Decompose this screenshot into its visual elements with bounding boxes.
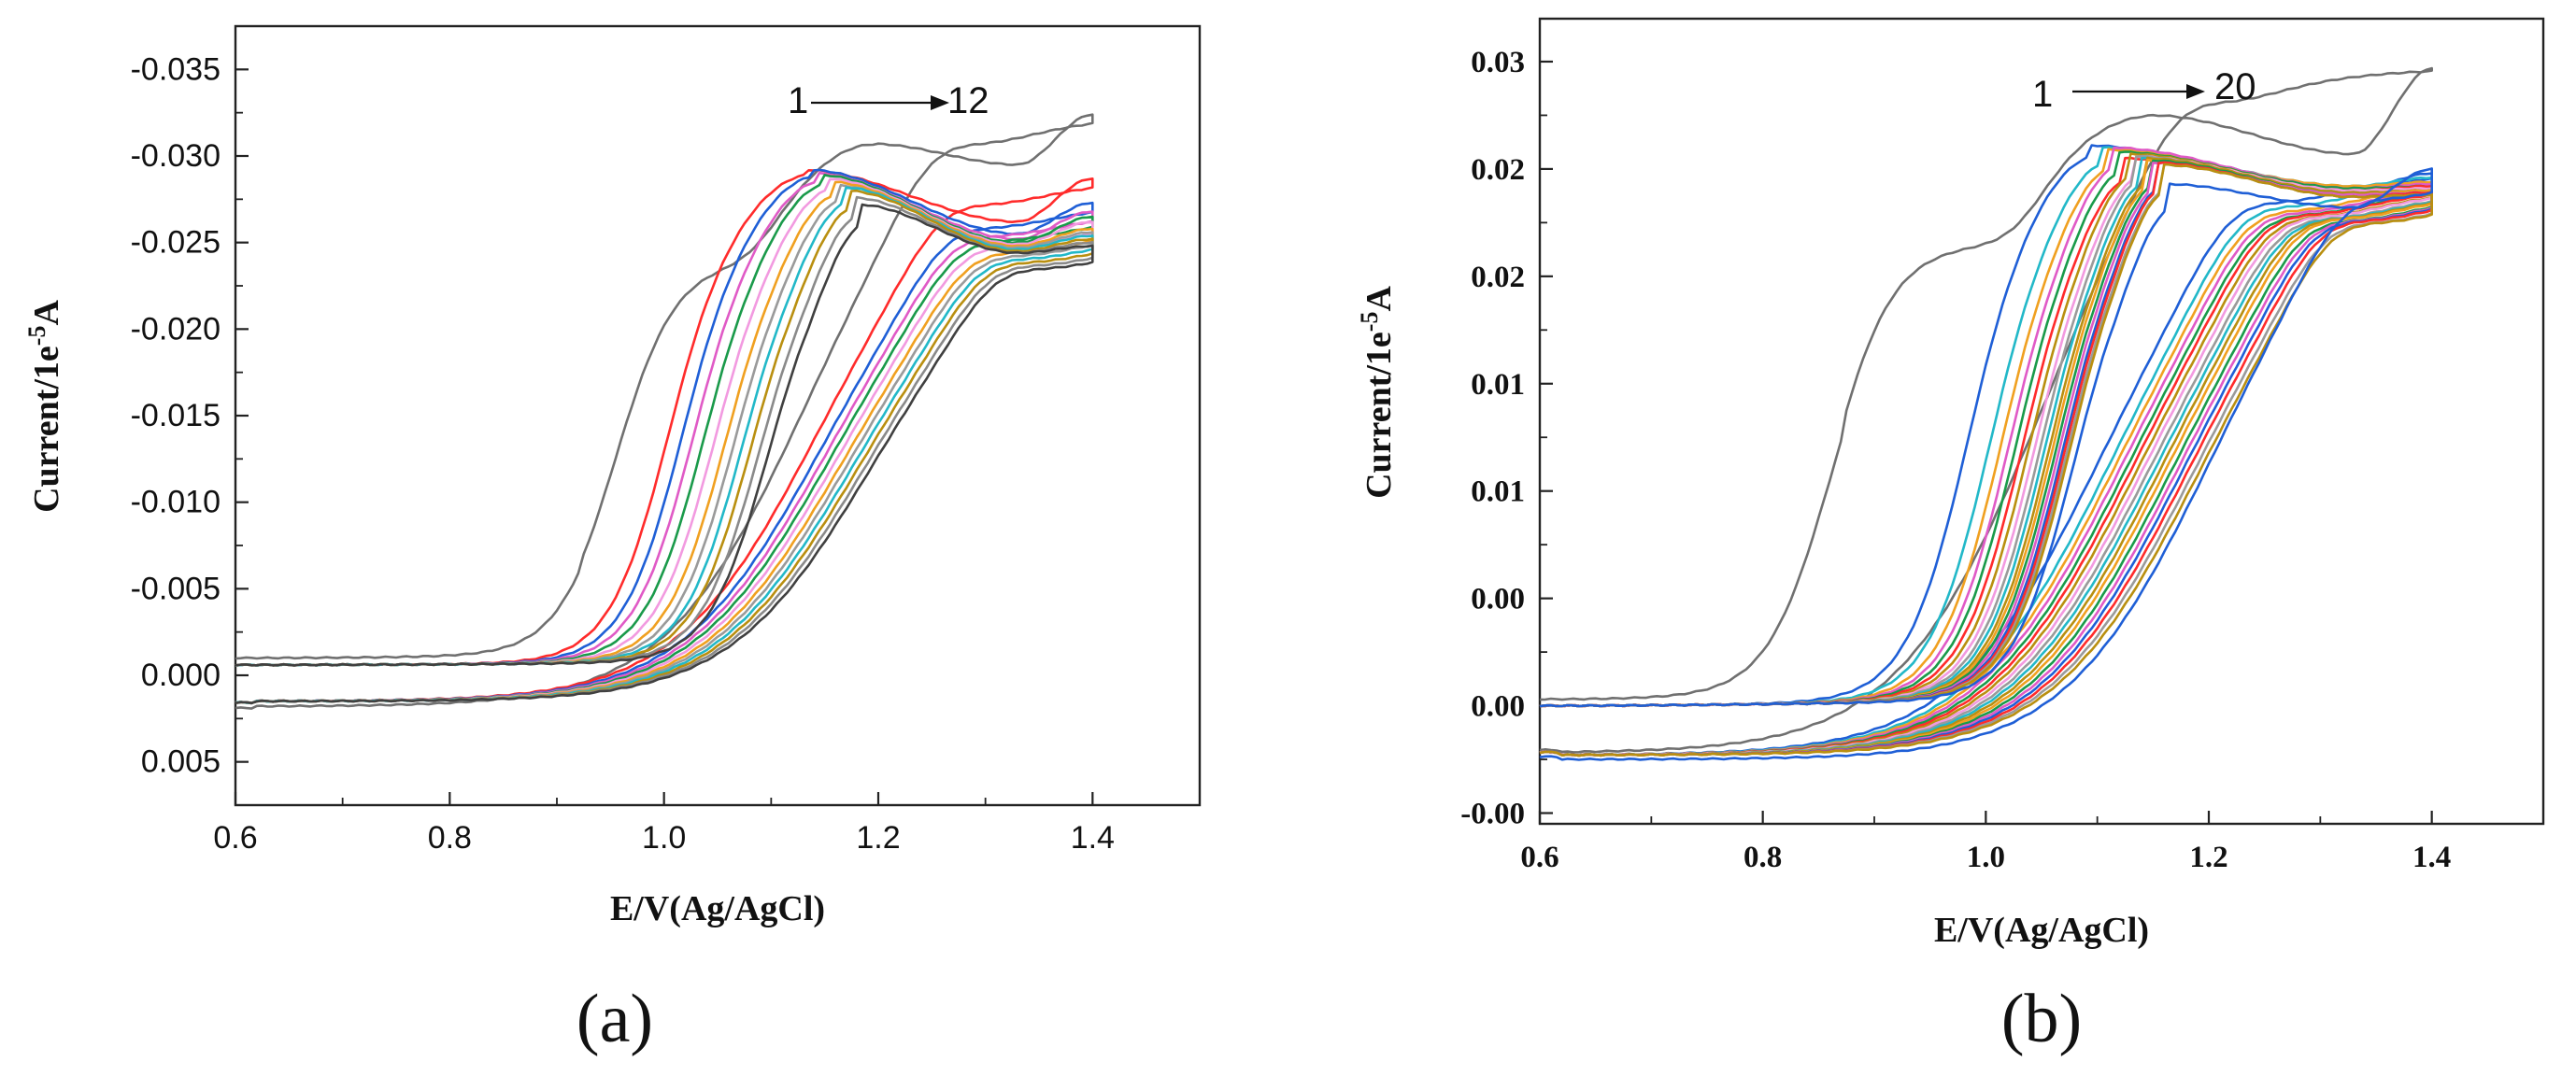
x-axis-title-a: E/V(Ag/AgCl) (610, 889, 825, 928)
y-ticks-a: 0.005 0.000 -0.005 -0.010 -0.015 -0.020 -0.025… (131, 51, 249, 780)
x-tick-label-b: 1.4 (2412, 841, 2451, 874)
cv-cycle-20-b (1539, 167, 2433, 761)
y-axis-title-sup-a: -5 (23, 326, 50, 347)
y-axis-title-tail-b: A (1359, 286, 1399, 312)
cv-curves-b (1539, 66, 2433, 761)
y-axis-title-main-a: Current/1e (27, 346, 66, 513)
y-tick-label-a: -0.020 (131, 311, 221, 347)
panel-a: 0.005 0.000 -0.005 -0.010 -0.015 -0.020 -0.025… (23, 24, 1202, 1057)
x-tick-label-b: 1.2 (2189, 841, 2227, 874)
y-tick-label-b: 0.02 (1471, 261, 1525, 294)
x-tick-label-a: 0.8 (428, 820, 472, 856)
x-tick-label-b: 0.6 (1520, 841, 1558, 874)
panel-label-b: (b) (2001, 981, 2082, 1057)
y-tick-label-b: 0.00 (1471, 690, 1525, 724)
x-tick-label-a: 1.2 (856, 820, 900, 856)
y-tick-label-a: -0.010 (131, 485, 221, 520)
y-tick-label-a: -0.005 (131, 571, 221, 606)
x-ticks-a: 0.6 0.8 1.0 1.2 1.4 (213, 792, 1115, 856)
x-axis-title-b: E/V(Ag/AgCl) (1934, 911, 2149, 950)
y-axis-title-a: Current/1e-5A (23, 300, 66, 513)
panel-b: -0.00 0.00 0.00 0.01 0.01 0.02 0.02 0.03 0.6 0.8… (1356, 17, 2545, 1057)
y-tick-label-b: 0.00 (1471, 583, 1525, 616)
y-tick-label-a: -0.015 (131, 398, 221, 433)
y-tick-label-b: 0.02 (1471, 153, 1525, 187)
annotation-arrowhead-b (2186, 84, 2205, 99)
y-tick-label-b: 0.03 (1471, 46, 1525, 79)
x-tick-label-a: 1.0 (642, 820, 686, 856)
x-tick-label-a: 0.6 (213, 820, 257, 856)
annotation-end-b: 20 (2214, 66, 2256, 107)
y-tick-label-a: -0.025 (131, 225, 221, 261)
annotation-start-b: 1 (2032, 74, 2053, 115)
x-tick-label-b: 1.0 (1967, 841, 2005, 874)
y-tick-label-a: -0.030 (131, 138, 221, 174)
plot-frame-a (234, 24, 1202, 807)
y-tick-label-a: 0.000 (141, 658, 221, 693)
x-ticks-b: 0.6 0.8 1.0 1.2 1.4 (1520, 811, 2451, 874)
y-axis-title-tail-a: A (27, 300, 66, 326)
y-tick-label-b: 0.01 (1471, 475, 1525, 509)
y-tick-label-b: -0.00 (1460, 798, 1525, 831)
y-axis-title-main-b: Current/1e (1359, 332, 1399, 499)
annotation-start-a: 1 (788, 80, 808, 121)
annotation-end-a: 12 (947, 80, 989, 121)
cv-curves-a (235, 113, 1094, 710)
y-axis-title-sup-b: -5 (1356, 312, 1383, 333)
x-tick-label-b: 0.8 (1743, 841, 1782, 874)
y-ticks-b: -0.00 0.00 0.00 0.01 0.01 0.02 0.02 0.03 (1460, 46, 1553, 831)
x-tick-label-a: 1.4 (1071, 820, 1115, 856)
y-tick-label-b: 0.01 (1471, 368, 1525, 402)
panel-label-a: (a) (576, 981, 653, 1057)
y-axis-title-b: Current/1e-5A (1356, 286, 1399, 499)
y-tick-label-a: 0.005 (141, 744, 221, 780)
cv-cycle-1-b (1539, 66, 2433, 754)
cv-cycle-12-a (235, 203, 1094, 704)
annotation-arrowhead-a (931, 95, 949, 110)
y-tick-label-a: -0.035 (131, 51, 221, 87)
